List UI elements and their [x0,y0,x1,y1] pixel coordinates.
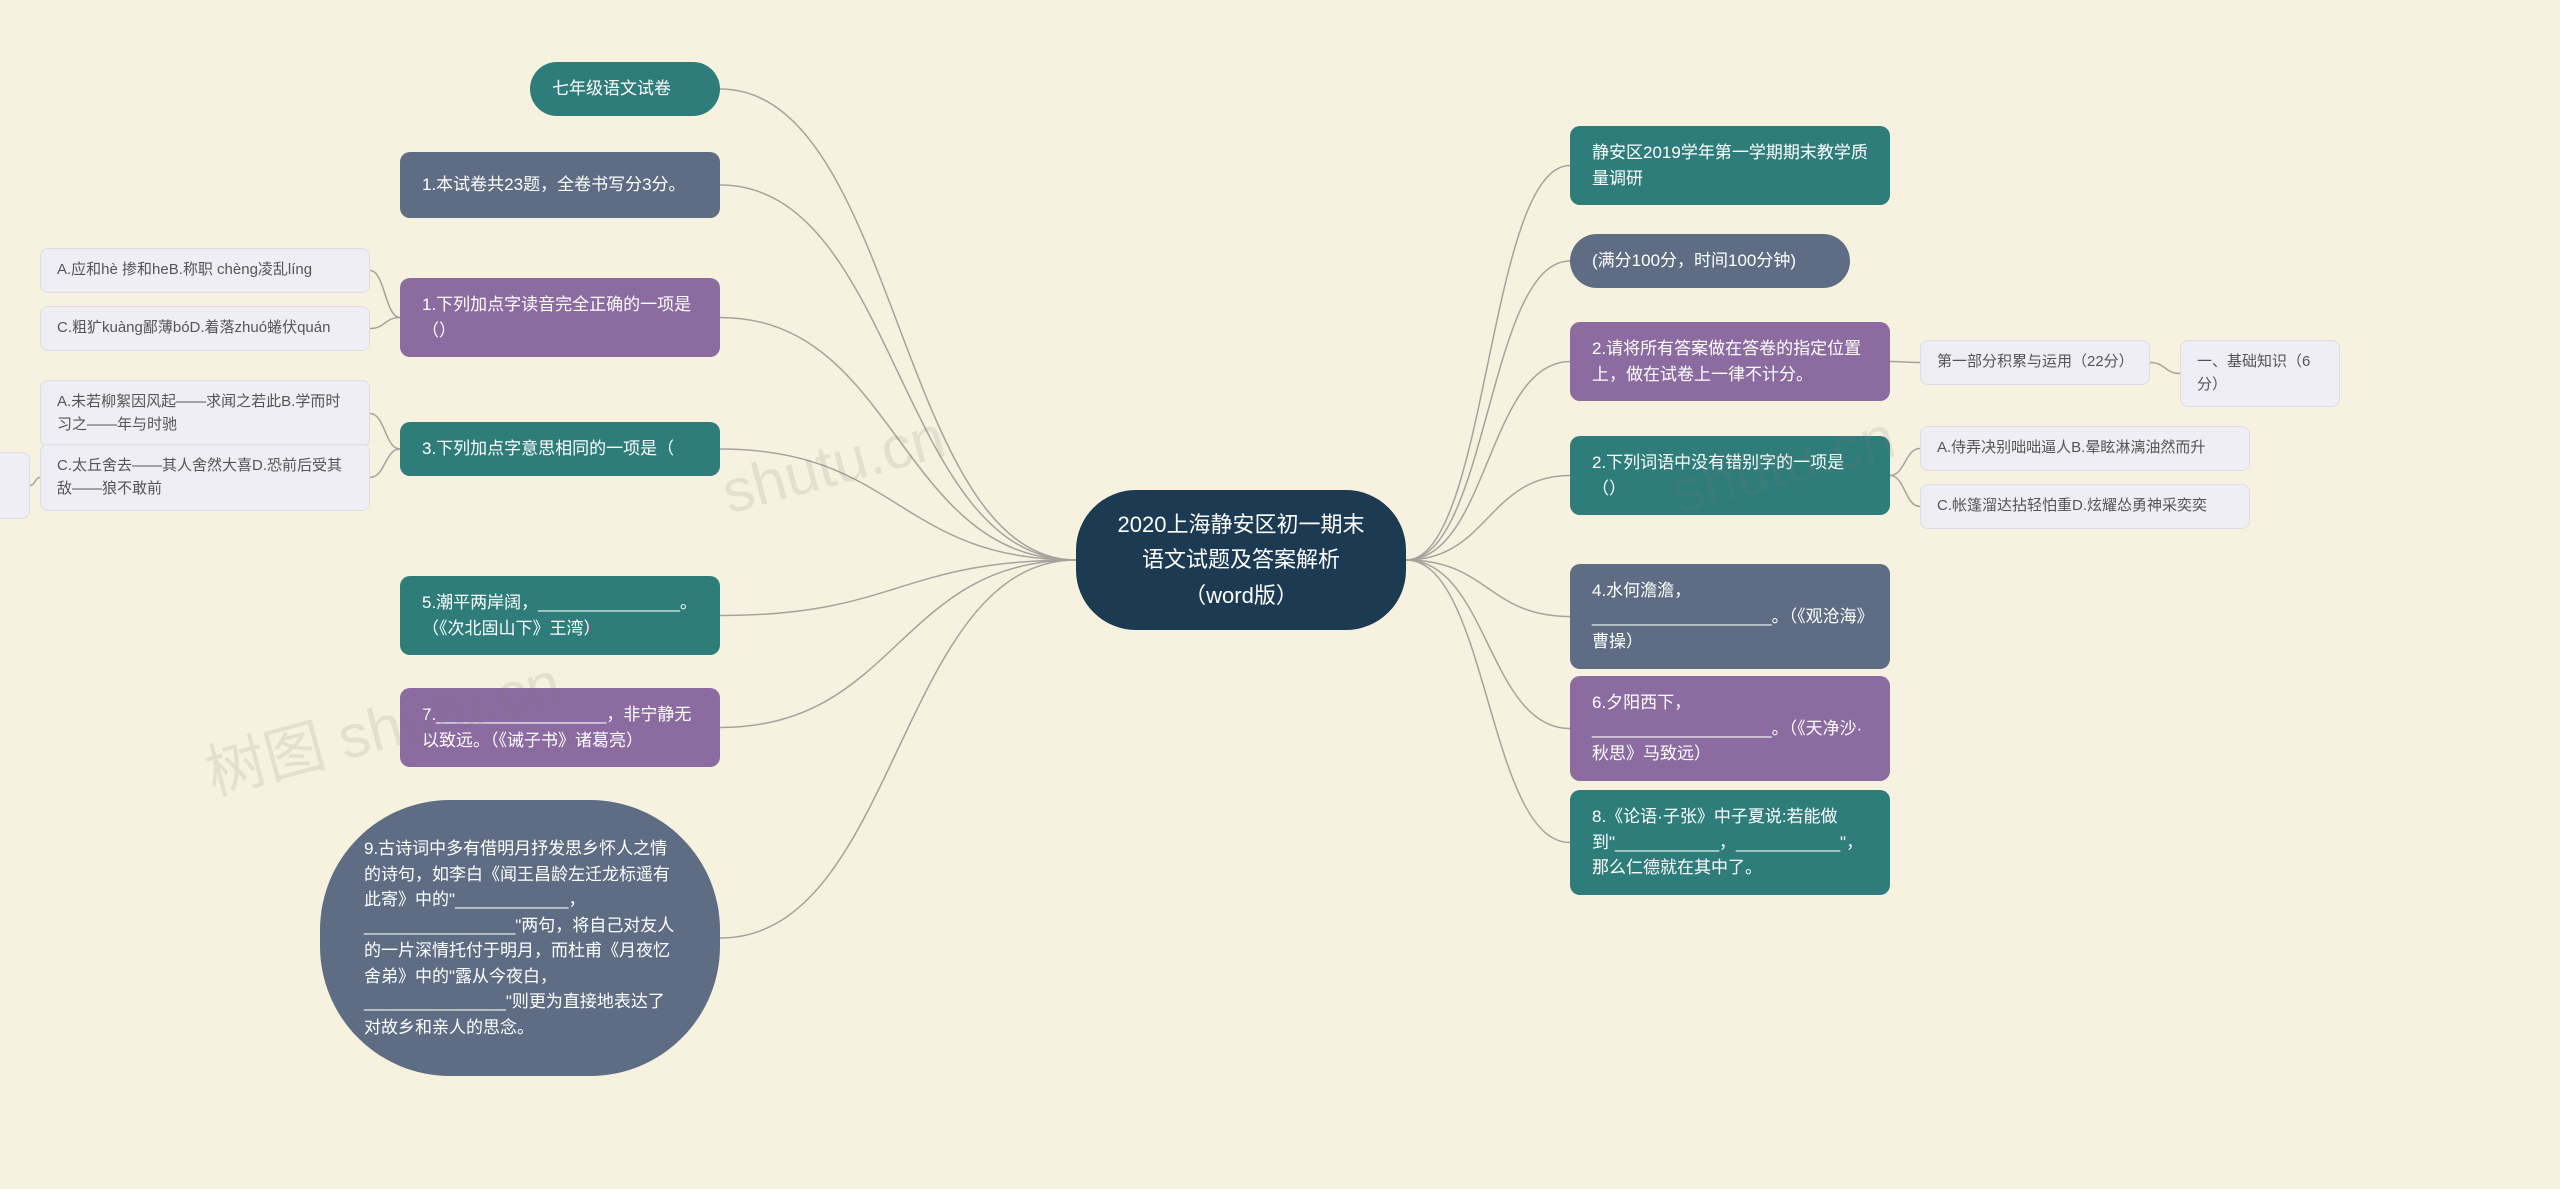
mindmap-leaf: A.未若柳絮因风起——求闻之若此B.学而时习之——年与时驰 [40,380,370,447]
mindmap-leaf: A.侍弄决别咄咄逼人B.晕眩淋漓油然而升 [1920,426,2250,471]
mindmap-node: 5.潮平两岸阔，_______________。（《次北固山下》王湾） [400,576,720,655]
mindmap-leaf-far: 二、默写（13分） [0,452,30,519]
mindmap-node: 静安区2019学年第一学期期末教学质量调研 [1570,126,1890,205]
mindmap-leaf: C.粗犷kuàng鄙薄bóD.着落zhuó蜷伏quán [40,306,370,351]
mindmap-node: 6.夕阳西下，___________________。（《天净沙·秋思》马致远） [1570,676,1890,781]
mindmap-node: 8.《论语·子张》中子夏说:若能做到"___________，_________… [1570,790,1890,895]
mindmap-leaf: C.太丘舍去——其人舍然大喜D.恐前后受其敌——狼不敢前 [40,444,370,511]
mindmap-node: 七年级语文试卷 [530,62,720,116]
mindmap-node: 7.__________________，非宁静无以致远。（《诫子书》诸葛亮） [400,688,720,767]
mindmap-node: 3.下列加点字意思相同的一项是（ [400,422,720,476]
mindmap-leaf: C.帐篷溜达拈轻怕重D.炫耀怂勇神采奕奕 [1920,484,2250,529]
mindmap-node: 1.下列加点字读音完全正确的一项是（） [400,278,720,357]
center-node: 2020上海静安区初一期末语文试题及答案解析（word版） [1076,490,1406,630]
mindmap-node: 2.请将所有答案做在答卷的指定位置上，做在试卷上一律不计分。 [1570,322,1890,401]
mindmap-node: 2.下列词语中没有错别字的一项是（） [1570,436,1890,515]
mindmap-node: 1.本试卷共23题，全卷书写分3分。 [400,152,720,218]
mindmap-node: 4.水何澹澹，___________________。（《观沧海》曹操） [1570,564,1890,669]
mindmap-leaf: 第一部分积累与运用（22分） [1920,340,2150,385]
mindmap-node: (满分100分，时间100分钟) [1570,234,1850,288]
mindmap-node: 9.古诗词中多有借明月抒发思乡怀人之情的诗句，如李白《闻王昌龄左迁龙标遥有此寄》… [320,800,720,1076]
watermark-2: shutu.cn [715,402,952,527]
mindmap-leaf-far: 一、基础知识（6分） [2180,340,2340,407]
mindmap-leaf: A.应和hè 掺和heB.称职 chèng凌乱líng [40,248,370,293]
